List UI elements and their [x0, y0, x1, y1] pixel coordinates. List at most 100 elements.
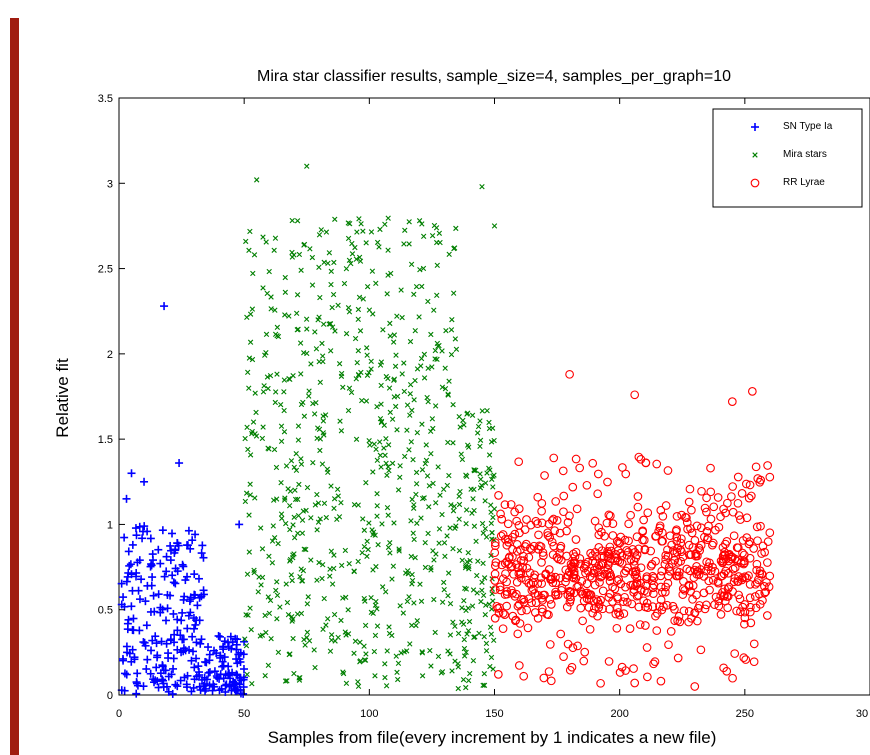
data-point — [670, 604, 679, 614]
data-point — [171, 680, 180, 689]
data-point — [404, 427, 410, 433]
data-point — [320, 561, 326, 568]
data-point — [357, 328, 364, 334]
data-point — [141, 597, 150, 606]
data-point — [410, 530, 416, 536]
data-point — [664, 562, 674, 572]
data-point — [372, 532, 378, 538]
data-point — [391, 520, 397, 526]
data-point — [378, 359, 385, 365]
data-point — [594, 603, 604, 612]
data-point — [396, 548, 402, 554]
data-point — [503, 535, 513, 544]
data-point — [386, 385, 393, 391]
data-point — [204, 643, 213, 652]
data-point — [763, 537, 773, 546]
data-point — [331, 552, 337, 558]
data-point — [272, 399, 278, 406]
data-point — [539, 551, 548, 560]
data-point — [636, 563, 646, 573]
data-point — [232, 655, 241, 664]
data-point — [389, 416, 396, 422]
data-point — [551, 497, 561, 506]
data-point — [479, 520, 486, 527]
data-point — [562, 602, 572, 612]
data-point — [577, 576, 587, 586]
data-point — [118, 654, 127, 663]
data-point — [551, 587, 560, 597]
data-point — [361, 527, 368, 533]
data-point — [684, 550, 694, 560]
data-point — [433, 500, 439, 506]
data-point — [374, 404, 380, 410]
data-point — [649, 659, 658, 669]
data-point — [580, 647, 590, 657]
data-point — [322, 412, 329, 418]
data-point — [268, 294, 274, 300]
data-point — [243, 643, 250, 649]
data-point — [752, 522, 762, 532]
data-point — [589, 568, 599, 578]
data-point — [385, 247, 391, 253]
data-point — [620, 535, 630, 545]
data-point — [374, 457, 381, 463]
data-point — [382, 589, 389, 595]
data-point — [674, 611, 684, 621]
data-point — [423, 457, 430, 464]
data-point — [744, 571, 753, 580]
data-point — [315, 519, 322, 525]
data-point — [478, 598, 484, 605]
data-point — [250, 270, 256, 277]
data-point — [127, 570, 136, 579]
data-point — [467, 670, 473, 677]
data-point — [519, 671, 529, 681]
data-point — [204, 668, 213, 677]
data-point — [329, 304, 335, 311]
data-point — [676, 538, 686, 548]
data-point — [156, 559, 165, 568]
data-point — [740, 607, 750, 617]
data-point — [384, 291, 390, 297]
data-point — [679, 606, 689, 616]
data-point — [301, 413, 308, 419]
data-point — [567, 562, 577, 571]
data-point — [471, 486, 477, 493]
data-point — [177, 648, 186, 657]
data-point — [138, 534, 147, 543]
data-point — [760, 588, 770, 598]
data-point — [355, 683, 362, 689]
data-point — [649, 589, 658, 598]
data-point — [751, 579, 760, 589]
data-point — [283, 581, 289, 587]
data-point — [419, 650, 426, 656]
data-point — [142, 665, 151, 674]
data-point — [483, 640, 490, 647]
x-tick-label: 100 — [360, 708, 378, 720]
data-point — [610, 556, 620, 566]
data-point — [562, 551, 572, 561]
data-point — [537, 506, 546, 516]
data-point — [685, 566, 695, 576]
data-point — [505, 552, 514, 562]
data-point — [356, 372, 362, 379]
data-point — [340, 384, 346, 390]
data-point — [318, 227, 324, 233]
data-point — [521, 575, 531, 585]
data-point — [249, 681, 255, 687]
data-point — [312, 329, 318, 335]
data-point — [457, 424, 463, 430]
data-point — [404, 402, 411, 408]
legend-box — [712, 108, 863, 208]
data-point — [200, 673, 209, 682]
data-point — [750, 592, 760, 601]
data-point — [376, 244, 382, 250]
data-point — [291, 252, 297, 258]
data-point — [314, 527, 320, 533]
data-point — [490, 666, 496, 672]
data-point — [143, 655, 152, 664]
data-point — [239, 665, 248, 674]
data-point — [491, 472, 497, 478]
data-point — [235, 520, 244, 529]
data-point — [765, 528, 775, 538]
data-point — [421, 351, 428, 358]
